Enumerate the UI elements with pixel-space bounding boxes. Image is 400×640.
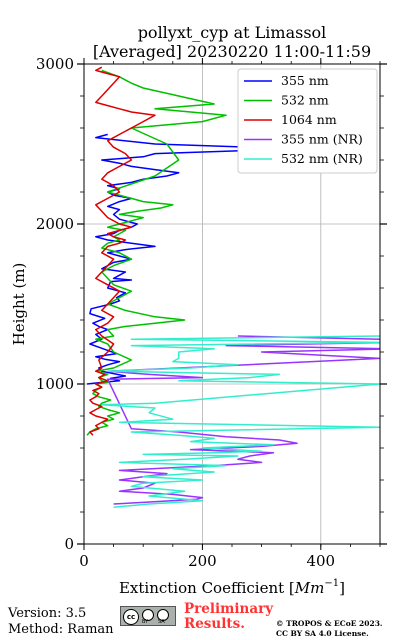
legend-label: 355 nm (NR): [281, 132, 363, 147]
legend-label: 532 nm: [281, 93, 329, 108]
series-line-3: [89, 66, 156, 436]
ticks: 0 200 400 0 1000 2000 3000: [36, 55, 387, 570]
copyright-line1: © TROPOS & ECoE 2023.: [276, 619, 383, 628]
x-tick-label: 0: [79, 552, 89, 570]
y-axis-label: Height (m): [10, 263, 28, 346]
y-tick-label: 0: [64, 535, 74, 553]
series-line-4: [106, 335, 380, 505]
preliminary-line1: Preliminary: [184, 601, 274, 617]
legend-label: 532 nm (NR): [281, 151, 363, 166]
copyright-notice: © TROPOS & ECoE 2023. CC BY SA 4.0 Licen…: [276, 619, 383, 639]
by-label: BY: [142, 619, 149, 625]
legend-label: 355 nm: [281, 73, 329, 88]
x-axis-label-end: ]: [339, 579, 345, 597]
chart-title-line1: pollyxt_cyp at Limassol: [138, 23, 327, 42]
preliminary-line2: Results.: [184, 616, 245, 632]
x-tick-label: 400: [306, 552, 335, 570]
legend-label: 1064 nm: [281, 112, 337, 127]
series-layer: [86, 66, 380, 508]
series-line-5: [101, 335, 380, 508]
x-axis-label: Extinction Coefficient [Mm−1]: [119, 578, 345, 597]
x-axis-label-main: Extinction Coefficient [: [119, 579, 295, 597]
x-axis-label-exp: −1: [324, 578, 339, 589]
copyright-line2: CC BY SA 4.0 License.: [276, 629, 369, 638]
chart-title-line2: [Averaged] 20230220 11:00-11:59: [93, 42, 371, 61]
x-axis-label-unit: Mm: [294, 579, 325, 597]
version-text: Version: 3.5: [8, 606, 87, 621]
sa-label: SA: [158, 619, 165, 625]
cc-license-badge: cc BY SA: [120, 606, 176, 626]
preliminary-results-label: Preliminary Results.: [184, 602, 273, 632]
y-tick-label: 3000: [36, 55, 74, 73]
y-tick-label: 2000: [36, 215, 74, 233]
by-icon: [142, 609, 154, 621]
legend-box: [237, 68, 378, 174]
chart: pollyxt_cyp at Limassol [Averaged] 20230…: [10, 23, 387, 597]
legend: 355 nm 532 nm 1064 nm 355 nm (NR) 532 nm (NR…: [237, 68, 378, 174]
cc-logo-icon: cc: [123, 609, 139, 625]
y-tick-label: 1000: [36, 375, 74, 393]
x-tick-label: 200: [188, 552, 217, 570]
method-text: Method: Raman: [8, 622, 114, 637]
sa-icon: [157, 609, 169, 621]
